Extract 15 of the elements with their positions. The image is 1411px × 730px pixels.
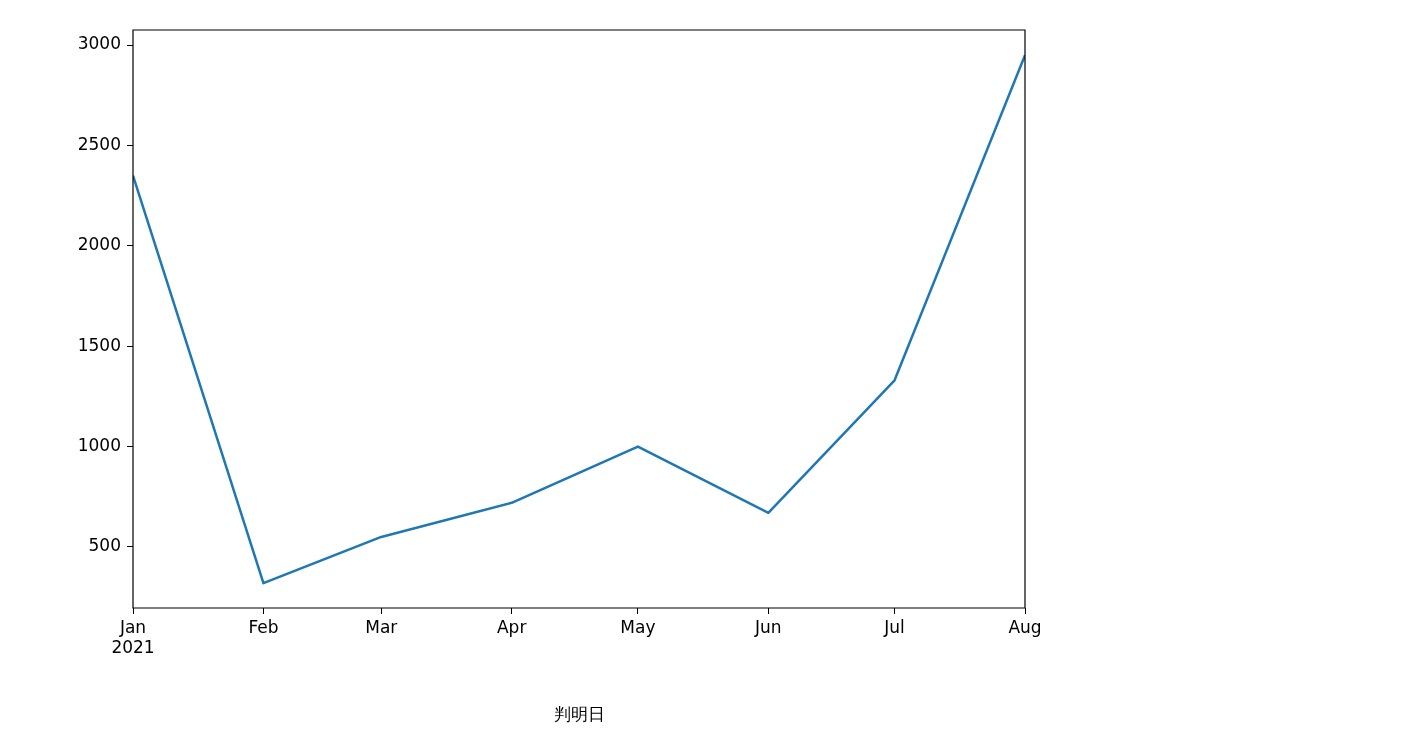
y-tick-label: 1000: [77, 435, 121, 456]
y-tick-label: 3000: [77, 33, 121, 54]
y-tick-label: 2000: [77, 234, 121, 255]
x-tick-label: Jul: [883, 616, 905, 637]
x-tick-label: Feb: [248, 616, 279, 637]
x-tick-label: Jan 2021: [111, 616, 155, 658]
x-tick-label: May: [620, 616, 656, 637]
x-tick-label: Mar: [365, 616, 398, 637]
y-tick-label: 500: [88, 535, 121, 556]
y-tick-label: 1500: [77, 334, 121, 355]
x-tick-label: Aug: [1008, 616, 1042, 637]
x-tick-label: Apr: [496, 616, 527, 637]
y-tick-label: 2500: [77, 133, 121, 154]
x-axis-title: 判明日: [553, 704, 605, 725]
x-tick-label: Jun: [754, 616, 782, 637]
